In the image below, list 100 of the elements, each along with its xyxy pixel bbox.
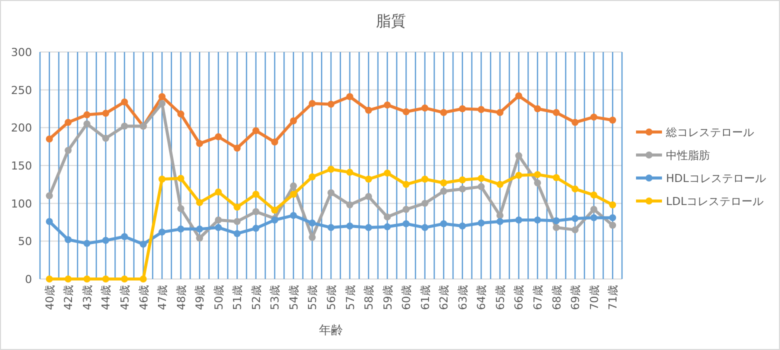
point [496,109,504,116]
y-tick-label: 0 [25,273,32,286]
point [458,176,466,184]
point [609,222,616,229]
point [458,105,466,112]
point [234,204,241,211]
point [515,216,522,224]
point [572,185,579,192]
point [64,146,72,154]
point [440,188,448,195]
point [402,206,410,213]
x-tick-label: 44歳 [100,285,113,310]
x-tick-label: 65歳 [494,285,507,310]
x-tick-label: 47歳 [156,285,170,310]
point [158,93,166,100]
point [384,223,391,230]
x-tick-label: 68歳 [550,285,564,310]
point [572,226,579,234]
point [552,217,560,224]
point [534,216,542,224]
point [365,224,372,232]
point [271,138,278,146]
x-tick-label: 57歳 [344,285,357,310]
point [384,213,391,220]
y-tick-label: 100 [11,197,32,210]
point [478,183,485,190]
point [120,276,128,282]
point [402,108,410,116]
x-tick-label: 53歳 [268,285,282,310]
point [440,109,448,116]
legend-label: 中性脂肪 [666,149,710,162]
point [609,201,616,208]
point [346,168,354,176]
point [46,276,53,282]
point [64,118,72,126]
x-tick-label: 52歳 [250,285,263,310]
point [177,226,184,233]
x-tick-label: 51歳 [231,285,244,310]
point [440,220,448,228]
point [458,185,466,192]
point [346,222,354,230]
x-tick-label: 55歳 [306,285,320,310]
y-tick-label: 50 [18,235,32,248]
point [234,144,241,152]
x-tick-label: 60歳 [400,285,414,310]
point [328,166,334,173]
point [590,214,598,222]
point [214,133,222,140]
legend-label: HDLコレステロール [666,172,766,185]
point [64,236,72,244]
point [214,224,222,232]
point [177,110,184,118]
point [177,174,184,182]
point [534,179,542,186]
x-tick-label: 69歳 [569,285,582,310]
y-tick-label: 150 [11,160,32,172]
point [196,226,204,233]
point [64,276,72,282]
x-tick-label: 46歳 [137,285,150,310]
point [252,190,260,198]
point [346,201,354,208]
x-tick-label: 58歳 [362,285,376,310]
y-tick-label: 300 [11,46,32,59]
y-tick-label: 200 [11,122,32,135]
point [271,206,278,214]
point [609,214,616,222]
point [478,174,485,182]
point [609,116,616,124]
point [102,236,110,244]
x-axis-title: 年齢 [319,323,343,337]
x-tick-label: 63歳 [456,285,470,310]
point [328,224,334,232]
point [421,104,428,112]
point [83,120,90,128]
point [421,176,428,183]
point [308,234,316,241]
x-tick-label: 48歳 [174,285,188,310]
point [421,224,428,232]
x-tick-label: 66歳 [512,285,526,310]
point [384,170,391,177]
point [402,220,410,228]
point [534,171,542,178]
point [515,92,522,100]
chart-title: 脂質 [376,12,406,30]
point [496,212,504,219]
point [384,101,391,108]
point [496,180,504,188]
point [590,206,598,213]
point [290,190,297,198]
point [252,224,260,232]
legend-label: 総コレステロール [665,126,754,139]
point [365,176,372,183]
point [234,218,241,225]
point [552,109,560,116]
x-tick-label: 45歳 [118,285,132,310]
point [572,118,579,126]
point [177,205,184,212]
point [328,100,334,108]
point [46,192,53,200]
legend-label: LDLコレステロール [666,195,764,208]
